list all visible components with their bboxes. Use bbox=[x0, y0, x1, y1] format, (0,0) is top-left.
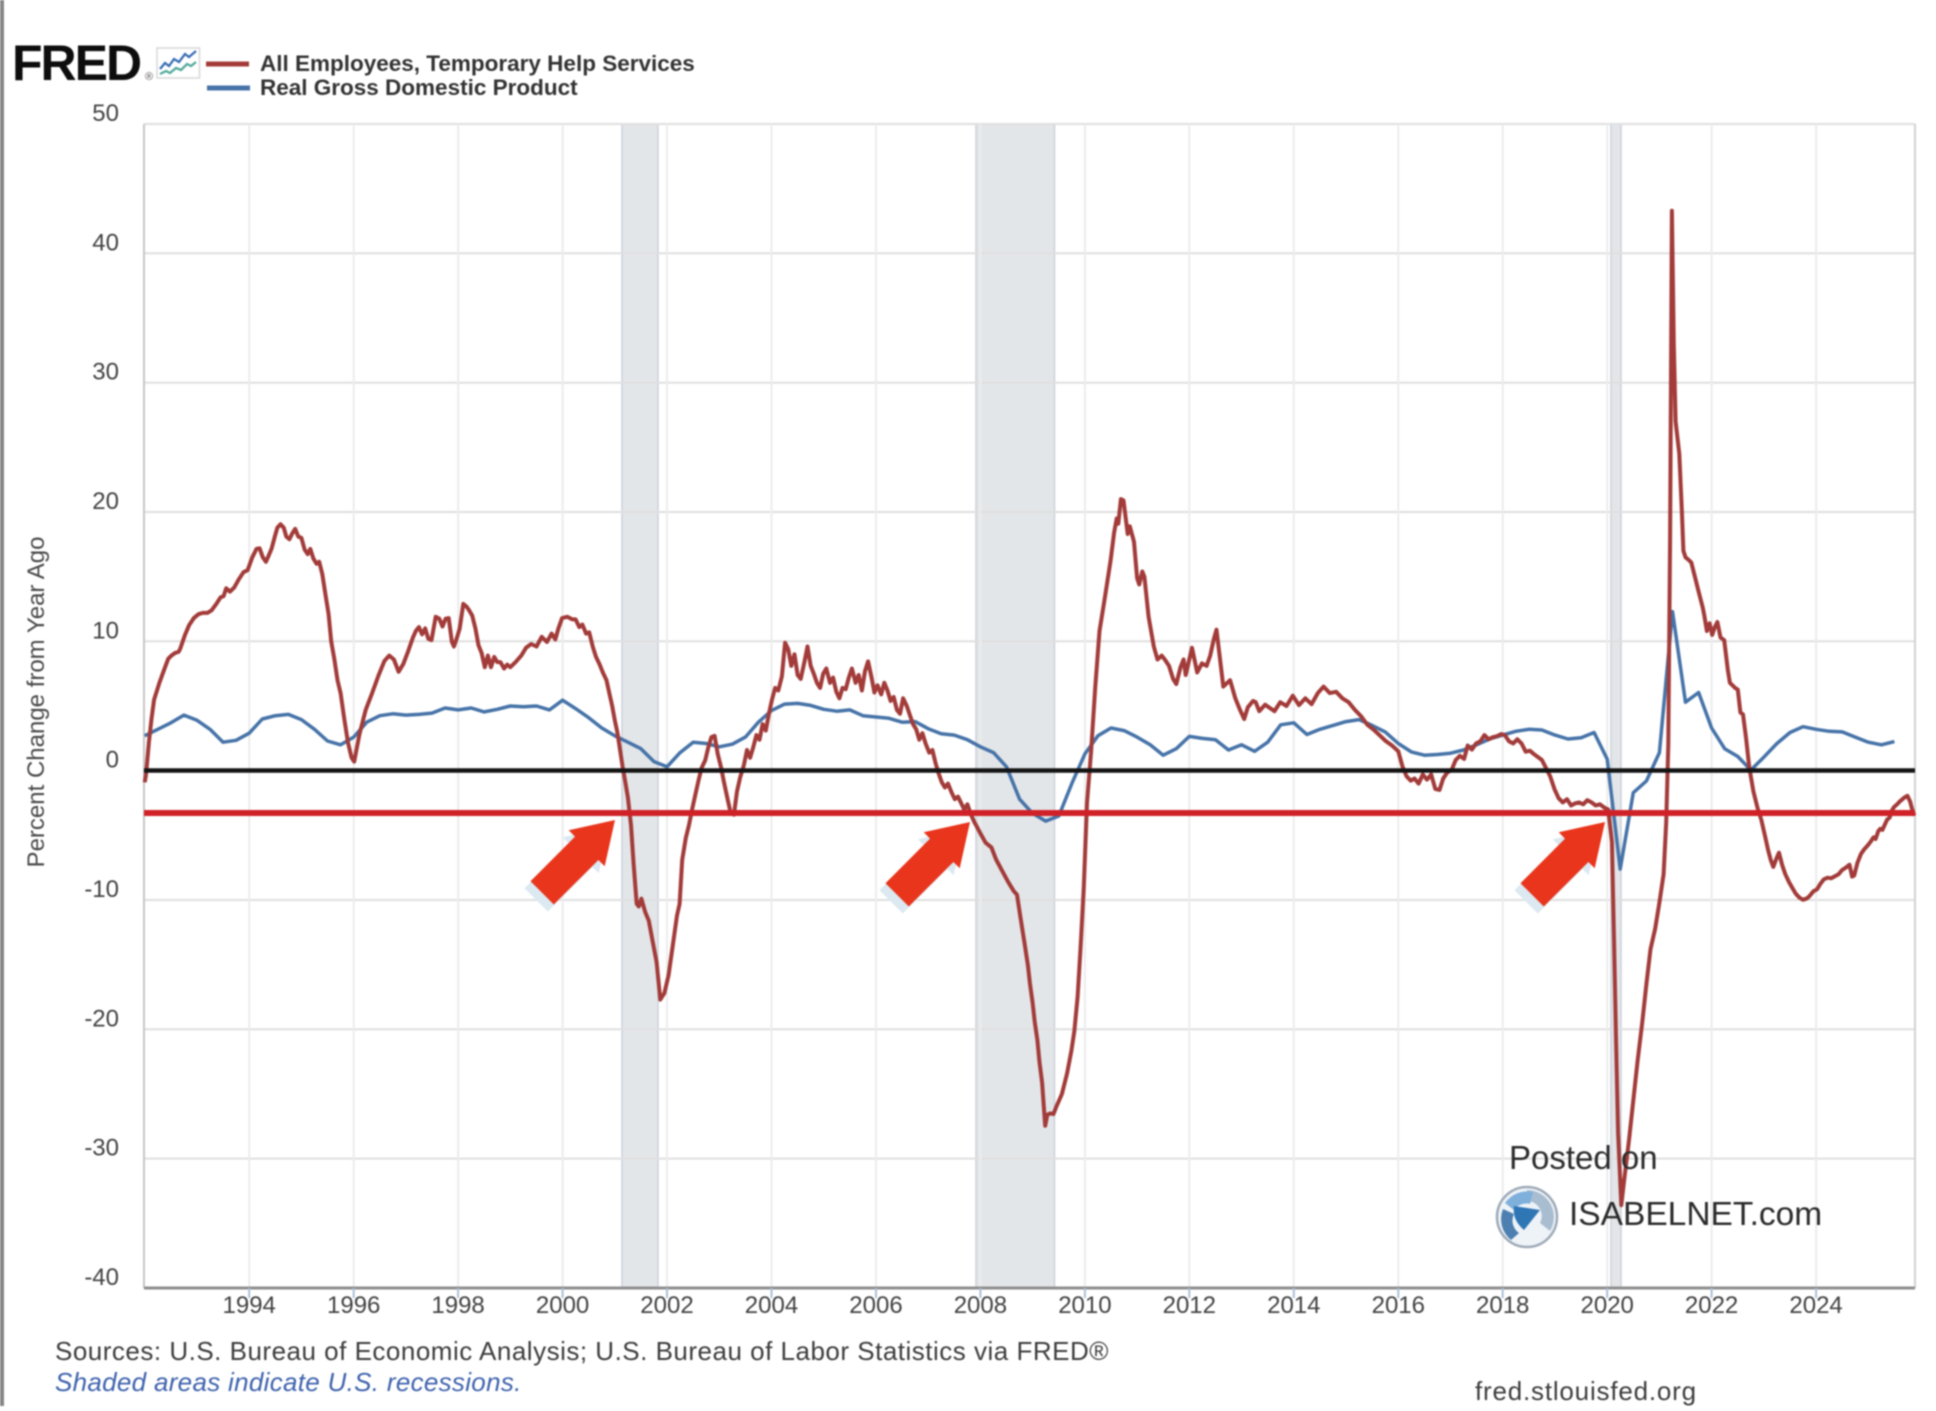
svg-text:2024: 2024 bbox=[1789, 1292, 1842, 1319]
svg-text:-30: -30 bbox=[84, 1135, 119, 1162]
svg-text:2000: 2000 bbox=[536, 1292, 589, 1319]
svg-text:1998: 1998 bbox=[431, 1292, 484, 1319]
svg-text:2016: 2016 bbox=[1372, 1292, 1425, 1319]
svg-text:-20: -20 bbox=[84, 1005, 119, 1032]
svg-text:2012: 2012 bbox=[1163, 1292, 1216, 1319]
svg-text:Shaded areas indicate U.S. rec: Shaded areas indicate U.S. recessions. bbox=[55, 1367, 522, 1397]
svg-text:Sources: U.S. Bureau of Econom: Sources: U.S. Bureau of Economic Analysi… bbox=[55, 1336, 1109, 1366]
svg-text:30: 30 bbox=[92, 359, 119, 386]
svg-text:2014: 2014 bbox=[1267, 1292, 1320, 1319]
svg-text:2018: 2018 bbox=[1476, 1292, 1529, 1319]
svg-text:10: 10 bbox=[92, 617, 119, 644]
svg-text:2022: 2022 bbox=[1685, 1292, 1738, 1319]
svg-text:2020: 2020 bbox=[1581, 1292, 1634, 1319]
svg-text:1994: 1994 bbox=[223, 1292, 276, 1319]
svg-text:20: 20 bbox=[92, 488, 119, 515]
svg-text:ISABELNET.com: ISABELNET.com bbox=[1569, 1196, 1822, 1233]
svg-text:0: 0 bbox=[106, 747, 119, 774]
svg-text:All Employees, Temporary Help: All Employees, Temporary Help Services bbox=[260, 51, 695, 76]
svg-text:Real Gross Domestic Product: Real Gross Domestic Product bbox=[260, 75, 578, 100]
svg-text:2006: 2006 bbox=[849, 1292, 902, 1319]
svg-text:Percent Change from Year Ago: Percent Change from Year Ago bbox=[23, 537, 50, 868]
svg-text:2004: 2004 bbox=[745, 1292, 798, 1319]
svg-text:2010: 2010 bbox=[1058, 1292, 1111, 1319]
svg-text:-10: -10 bbox=[84, 876, 119, 903]
svg-text:Posted on: Posted on bbox=[1509, 1139, 1658, 1176]
svg-text:2008: 2008 bbox=[954, 1292, 1007, 1319]
svg-text:-40: -40 bbox=[84, 1264, 119, 1291]
svg-text:40: 40 bbox=[92, 229, 119, 256]
svg-text:fred.stlouisfed.org: fred.stlouisfed.org bbox=[1475, 1376, 1697, 1406]
svg-text:2002: 2002 bbox=[640, 1292, 693, 1319]
svg-text:50: 50 bbox=[92, 100, 119, 127]
svg-text:®: ® bbox=[145, 71, 153, 83]
svg-text:FRED: FRED bbox=[12, 35, 141, 91]
svg-text:1996: 1996 bbox=[327, 1292, 380, 1319]
